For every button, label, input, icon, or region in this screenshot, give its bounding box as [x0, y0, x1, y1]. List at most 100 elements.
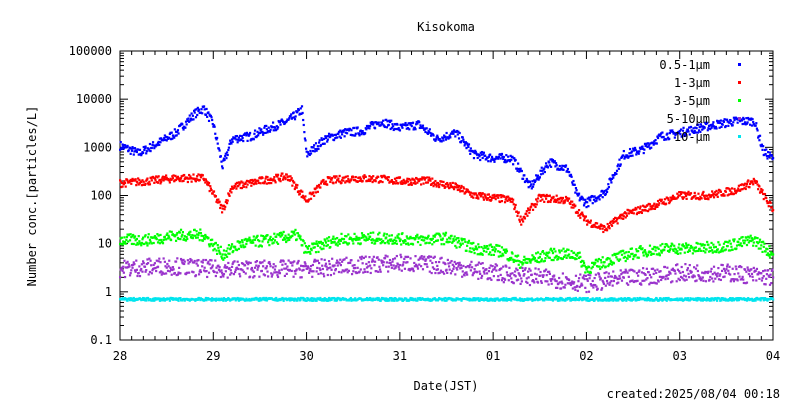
data-point: [130, 299, 134, 302]
data-point: [681, 270, 685, 274]
data-point: [627, 275, 630, 278]
data-point: [698, 247, 701, 250]
data-point: [481, 253, 484, 256]
data-point: [204, 299, 207, 302]
data-point: [648, 250, 651, 253]
data-point: [591, 194, 594, 198]
data-point: [635, 153, 638, 156]
data-point: [302, 239, 305, 243]
data-point: [696, 264, 699, 267]
data-point: [574, 288, 577, 291]
data-point: [577, 209, 581, 212]
data-point: [728, 188, 731, 191]
data-point: [306, 265, 310, 268]
data-point: [596, 260, 599, 263]
data-point: [755, 279, 758, 282]
data-point: [209, 298, 212, 301]
data-point: [308, 269, 311, 272]
data-point: [369, 178, 372, 181]
data-point: [657, 280, 660, 283]
data-point: [496, 194, 499, 197]
data-point: [419, 256, 422, 259]
data-point: [334, 297, 338, 300]
data-point: [758, 277, 761, 280]
data-point: [345, 132, 349, 135]
data-point: [587, 273, 590, 277]
data-point: [144, 298, 147, 301]
data-point: [533, 203, 537, 206]
data-point: [381, 180, 384, 184]
data-point: [627, 155, 630, 158]
data-point: [282, 299, 285, 302]
data-point: [242, 270, 245, 274]
data-point: [751, 238, 754, 242]
y-tick-label: 100: [90, 189, 112, 203]
data-point: [211, 244, 214, 247]
data-point: [487, 277, 490, 280]
data-point: [318, 298, 321, 301]
data-point: [159, 297, 162, 300]
data-point: [610, 260, 613, 264]
data-point: [148, 180, 151, 183]
data-point: [436, 268, 439, 271]
data-point: [500, 255, 503, 258]
data-point: [223, 256, 226, 260]
data-point: [197, 273, 201, 276]
data-point: [294, 115, 297, 118]
data-point: [349, 133, 352, 136]
data-point: [339, 136, 342, 139]
data-point: [404, 255, 407, 258]
data-point: [166, 237, 170, 240]
data-point: [418, 126, 421, 130]
data-point: [347, 233, 350, 236]
data-point: [186, 271, 189, 274]
data-point: [153, 297, 157, 300]
data-point: [762, 192, 765, 196]
data-point: [621, 213, 624, 216]
data-point: [547, 283, 550, 286]
data-point: [504, 161, 507, 164]
data-points: [119, 105, 775, 302]
data-point: [591, 284, 594, 287]
data-point: [768, 275, 771, 279]
data-point: [188, 177, 191, 180]
data-point: [662, 275, 665, 279]
data-point: [418, 298, 421, 301]
data-point: [267, 178, 270, 181]
data-point: [242, 184, 245, 187]
data-point: [680, 248, 683, 251]
data-point: [391, 123, 394, 126]
data-point: [298, 112, 302, 115]
data-point: [304, 139, 307, 142]
data-point: [428, 177, 431, 181]
data-point: [658, 270, 661, 273]
data-point: [157, 234, 160, 237]
data-point: [732, 116, 736, 119]
data-point: [264, 177, 267, 180]
data-point: [556, 199, 559, 202]
data-point: [183, 235, 186, 238]
data-point: [172, 174, 175, 177]
data-point: [202, 234, 205, 238]
data-point: [441, 137, 444, 140]
data-point: [309, 264, 313, 268]
data-point: [542, 274, 545, 277]
data-point: [745, 236, 748, 239]
data-point: [413, 126, 416, 129]
data-point: [403, 180, 406, 183]
data-point: [253, 132, 256, 135]
data-point: [761, 250, 764, 253]
data-point: [230, 191, 233, 194]
data-point: [200, 234, 203, 237]
data-point: [354, 266, 357, 270]
data-point: [436, 239, 439, 242]
data-point: [477, 277, 480, 280]
data-point: [701, 192, 704, 195]
data-point: [648, 208, 651, 211]
data-point: [424, 258, 428, 261]
data-point: [689, 247, 692, 250]
data-point: [122, 147, 125, 150]
data-point: [480, 276, 483, 280]
data-point: [140, 241, 143, 245]
data-point: [354, 297, 357, 300]
